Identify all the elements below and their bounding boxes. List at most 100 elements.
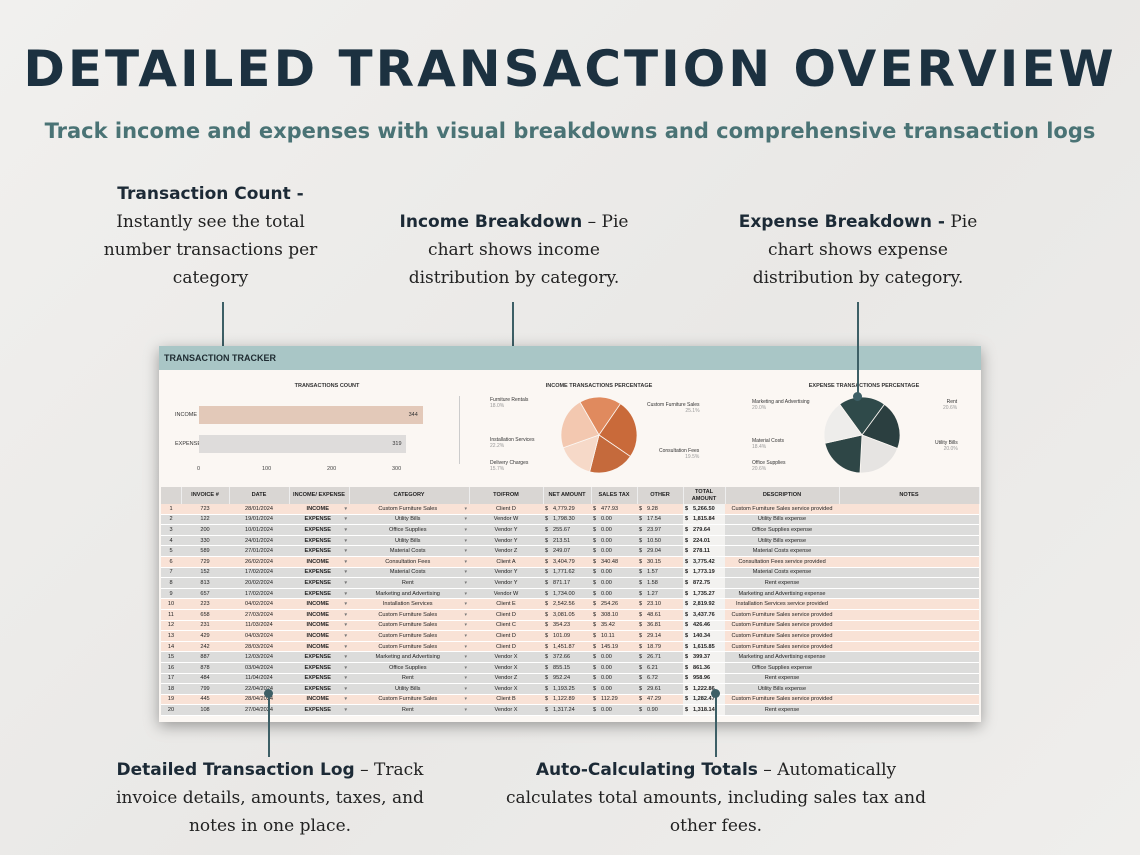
dropdown-arrow-icon[interactable]: ▾ — [464, 611, 467, 618]
dropdown-arrow-icon[interactable]: ▾ — [464, 601, 467, 608]
table-row[interactable]: 19 445 28/04/2024 INCOME ▾ Custom Furniture S… — [161, 694, 979, 706]
dropdown-arrow-icon[interactable]: ▾ — [344, 516, 347, 523]
table-cell[interactable]: Office Supplies ▾ — [349, 662, 469, 674]
table-cell[interactable]: INCOME ▾ — [289, 598, 349, 610]
dropdown-arrow-icon[interactable]: ▾ — [344, 548, 347, 555]
notes-cell[interactable] — [839, 662, 979, 674]
dropdown-arrow-icon[interactable]: ▾ — [464, 707, 467, 714]
dropdown-arrow-icon[interactable]: ▾ — [344, 601, 347, 608]
table-cell[interactable]: Custom Furniture Sales ▾ — [349, 641, 469, 653]
table-cell[interactable]: Consultation Fees ▾ — [349, 556, 469, 568]
table-cell[interactable]: Custom Furniture Sales ▾ — [349, 630, 469, 642]
table-row[interactable]: 10 223 04/02/2024 INCOME ▾ Installation Servi… — [161, 598, 979, 610]
notes-cell[interactable] — [839, 641, 979, 653]
table-cell[interactable]: Utility Bills ▾ — [349, 683, 469, 695]
table-cell[interactable]: EXPENSE ▾ — [289, 545, 349, 557]
dropdown-arrow-icon[interactable]: ▾ — [464, 632, 467, 639]
table-cell[interactable]: Rent ▾ — [349, 673, 469, 685]
dropdown-arrow-icon[interactable]: ▾ — [344, 696, 347, 703]
table-cell[interactable]: INCOME ▾ — [289, 694, 349, 706]
column-header[interactable]: INCOME/ EXPENSE — [289, 487, 350, 504]
dropdown-arrow-icon[interactable]: ▾ — [464, 537, 467, 544]
column-header[interactable]: TO/FROM — [469, 487, 544, 504]
dropdown-arrow-icon[interactable]: ▾ — [344, 579, 347, 586]
dropdown-arrow-icon[interactable]: ▾ — [464, 654, 467, 661]
table-cell[interactable]: INCOME ▾ — [289, 609, 349, 621]
dropdown-arrow-icon[interactable]: ▾ — [464, 516, 467, 523]
table-cell[interactable]: Office Supplies ▾ — [349, 524, 469, 536]
table-cell[interactable]: Custom Furniture Sales ▾ — [349, 694, 469, 706]
dropdown-arrow-icon[interactable]: ▾ — [344, 622, 347, 629]
dropdown-arrow-icon[interactable]: ▾ — [344, 685, 347, 692]
notes-cell[interactable] — [839, 535, 979, 547]
table-row[interactable]: 20 108 27/04/2024 EXPENSE ▾ Rent ▾ Vendor X $1,3… — [161, 704, 979, 716]
table-row[interactable]: 12 231 11/03/2024 INCOME ▾ Custom Furniture S… — [161, 620, 979, 632]
dropdown-arrow-icon[interactable]: ▾ — [344, 707, 347, 714]
column-header[interactable]: DESCRIPTION — [725, 487, 840, 504]
table-row[interactable]: 15 887 12/03/2024 EXPENSE ▾ Marketing and Adv… — [161, 651, 979, 663]
dropdown-arrow-icon[interactable]: ▾ — [344, 558, 347, 565]
table-cell[interactable]: EXPENSE ▾ — [289, 683, 349, 695]
table-cell[interactable]: Custom Furniture Sales ▾ — [349, 504, 469, 515]
table-cell[interactable]: Rent ▾ — [349, 577, 469, 589]
notes-cell[interactable] — [839, 514, 979, 526]
notes-cell[interactable] — [839, 630, 979, 642]
notes-cell[interactable] — [839, 524, 979, 536]
notes-cell[interactable] — [839, 588, 979, 600]
table-cell[interactable]: Marketing and Advertising ▾ — [349, 651, 469, 663]
notes-cell[interactable] — [839, 556, 979, 568]
table-row[interactable]: 5 589 27/01/2024 EXPENSE ▾ Material Costs ▾ Ven… — [161, 545, 979, 557]
table-cell[interactable]: Material Costs ▾ — [349, 545, 469, 557]
column-header[interactable]: DATE — [229, 487, 290, 504]
dropdown-arrow-icon[interactable]: ▾ — [344, 505, 347, 512]
table-cell[interactable]: INCOME ▾ — [289, 641, 349, 653]
table-row[interactable]: 14 242 28/03/2024 INCOME ▾ Custom Furniture S… — [161, 641, 979, 653]
table-cell[interactable]: EXPENSE ▾ — [289, 651, 349, 663]
notes-cell[interactable] — [839, 545, 979, 557]
dropdown-arrow-icon[interactable]: ▾ — [344, 526, 347, 533]
table-cell[interactable]: INCOME ▾ — [289, 620, 349, 632]
table-row[interactable]: 4 330 24/01/2024 EXPENSE ▾ Utility Bills ▾ Vend… — [161, 535, 979, 547]
dropdown-arrow-icon[interactable]: ▾ — [464, 622, 467, 629]
table-cell[interactable]: Utility Bills ▾ — [349, 535, 469, 547]
table-row[interactable]: 3 200 10/01/2024 EXPENSE ▾ Office Supplies ▾ Ve… — [161, 524, 979, 536]
table-row[interactable]: 11 658 27/03/2024 INCOME ▾ Custom Furniture S… — [161, 609, 979, 621]
dropdown-arrow-icon[interactable]: ▾ — [344, 654, 347, 661]
notes-cell[interactable] — [839, 620, 979, 632]
column-header[interactable]: INVOICE # — [181, 487, 230, 504]
dropdown-arrow-icon[interactable]: ▾ — [464, 579, 467, 586]
notes-cell[interactable] — [839, 598, 979, 610]
dropdown-arrow-icon[interactable]: ▾ — [464, 558, 467, 565]
table-row[interactable]: 9 657 17/02/2024 EXPENSE ▾ Marketing and Adve… — [161, 588, 979, 600]
dropdown-arrow-icon[interactable]: ▾ — [344, 675, 347, 682]
notes-cell[interactable] — [839, 609, 979, 621]
table-cell[interactable]: EXPENSE ▾ — [289, 577, 349, 589]
dropdown-arrow-icon[interactable]: ▾ — [344, 569, 347, 576]
table-cell[interactable]: EXPENSE ▾ — [289, 662, 349, 674]
dropdown-arrow-icon[interactable]: ▾ — [464, 590, 467, 597]
table-cell[interactable]: Marketing and Advertising ▾ — [349, 588, 469, 600]
column-header[interactable]: NET AMOUNT — [543, 487, 592, 504]
table-row[interactable]: 6 729 26/02/2024 INCOME ▾ Consultation Fees ▾ C… — [161, 556, 979, 568]
table-cell[interactable]: INCOME ▾ — [289, 504, 349, 515]
dropdown-arrow-icon[interactable]: ▾ — [344, 632, 347, 639]
dropdown-arrow-icon[interactable]: ▾ — [464, 675, 467, 682]
table-cell[interactable]: EXPENSE ▾ — [289, 704, 349, 716]
column-header[interactable]: CATEGORY — [349, 487, 470, 504]
table-row[interactable]: 18 799 22/04/2024 EXPENSE ▾ Utility Bills ▾ Ven… — [161, 683, 979, 695]
notes-cell[interactable] — [839, 504, 979, 515]
dropdown-arrow-icon[interactable]: ▾ — [344, 590, 347, 597]
notes-cell[interactable] — [839, 694, 979, 706]
table-cell[interactable]: EXPENSE ▾ — [289, 588, 349, 600]
column-header[interactable]: TOTAL AMOUNT — [683, 487, 726, 504]
table-cell[interactable]: INCOME ▾ — [289, 630, 349, 642]
dropdown-arrow-icon[interactable]: ▾ — [344, 664, 347, 671]
notes-cell[interactable] — [839, 651, 979, 663]
dropdown-arrow-icon[interactable]: ▾ — [464, 664, 467, 671]
table-row[interactable]: 7 152 17/02/2024 EXPENSE ▾ Material Costs ▾ Ven… — [161, 567, 979, 579]
table-cell[interactable]: INCOME ▾ — [289, 556, 349, 568]
dropdown-arrow-icon[interactable]: ▾ — [344, 611, 347, 618]
column-header[interactable]: OTHER — [637, 487, 684, 504]
table-row[interactable]: 17 484 11/04/2024 EXPENSE ▾ Rent ▾ Vendor Z $952… — [161, 673, 979, 685]
table-cell[interactable]: Material Costs ▾ — [349, 567, 469, 579]
